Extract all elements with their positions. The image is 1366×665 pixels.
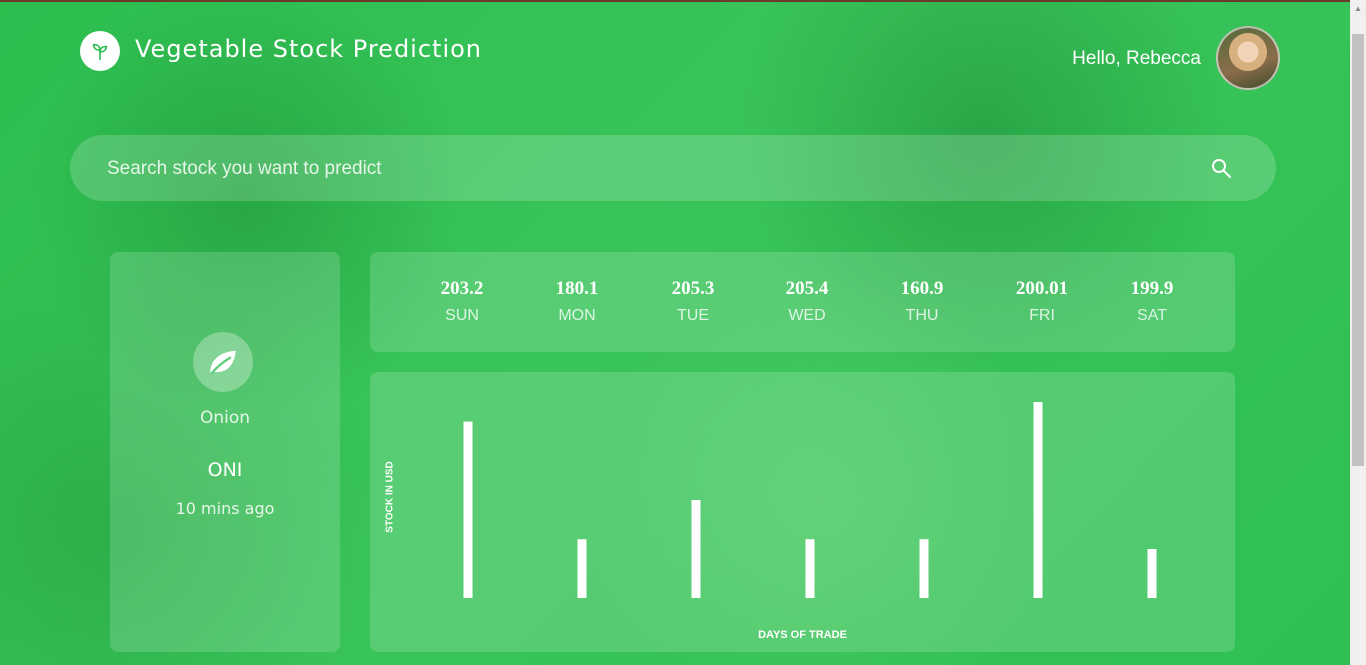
- page-scrollbar[interactable]: ▲: [1350, 0, 1366, 665]
- search-icon[interactable]: [1210, 157, 1234, 181]
- day-item-mon: 180.1 MON: [527, 278, 627, 325]
- chart-bar-wed: [805, 539, 815, 598]
- day-value: 205.3: [671, 278, 715, 299]
- day-value: 180.1: [555, 278, 599, 299]
- chart-bar-tue: [691, 500, 701, 598]
- day-label: FRI: [1029, 307, 1055, 324]
- stock-icon-circle: [193, 332, 253, 392]
- sprout-icon: [92, 43, 108, 61]
- search-bar: [70, 135, 1276, 203]
- stock-updated-time: 10 mins ago: [175, 499, 275, 518]
- scroll-up-arrow-icon[interactable]: ▲: [1354, 4, 1362, 13]
- day-label: MON: [558, 307, 596, 324]
- chart-bar-sun: [463, 421, 473, 598]
- day-label: THU: [905, 307, 939, 324]
- bar-chart: [463, 402, 1157, 598]
- app-logo[interactable]: [80, 31, 120, 71]
- user-greeting: Hello, Rebecca: [1072, 48, 1201, 69]
- day-item-sat: 199.9 SAT: [1102, 278, 1202, 325]
- day-item-fri: 200.01 FRI: [992, 278, 1092, 325]
- day-item-tue: 205.3 TUE: [643, 278, 743, 325]
- day-label: TUE: [677, 307, 709, 324]
- leaf-icon: [210, 350, 236, 375]
- stock-card[interactable]: Onion ONI 10 mins ago: [110, 252, 340, 652]
- stock-chart-card: STOCK IN USD DAYS OF TRADE: [370, 372, 1235, 652]
- chart-bar-fri: [1033, 402, 1043, 598]
- chart-bar-thu: [919, 539, 929, 598]
- day-label: WED: [788, 307, 826, 324]
- day-value: 199.9: [1130, 278, 1174, 299]
- scrollbar-thumb[interactable]: [1352, 34, 1364, 466]
- day-label: SAT: [1137, 307, 1167, 324]
- search-input[interactable]: [105, 135, 1189, 203]
- day-item-wed: 205.4 WED: [757, 278, 857, 325]
- day-value: 203.2: [440, 278, 484, 299]
- stock-code: ONI: [207, 459, 243, 481]
- day-label: SUN: [445, 307, 479, 324]
- chart-bar-mon: [577, 539, 587, 598]
- window-top-border: [0, 0, 1366, 2]
- day-item-thu: 160.9 THU: [872, 278, 972, 325]
- chart-bar-sat: [1147, 549, 1157, 598]
- day-item-sun: 203.2 SUN: [412, 278, 512, 325]
- chart-x-axis-label: DAYS OF TRADE: [758, 629, 847, 641]
- day-value: 205.4: [785, 278, 829, 299]
- app-title: Vegetable Stock Prediction: [135, 35, 483, 63]
- day-value: 160.9: [900, 278, 944, 299]
- stock-name: Onion: [199, 408, 251, 428]
- daily-values-card: 203.2 SUN 180.1 MON 205.3 TUE 205.4 WED …: [370, 252, 1235, 352]
- user-avatar[interactable]: [1216, 26, 1280, 90]
- day-value: 200.01: [1015, 278, 1069, 299]
